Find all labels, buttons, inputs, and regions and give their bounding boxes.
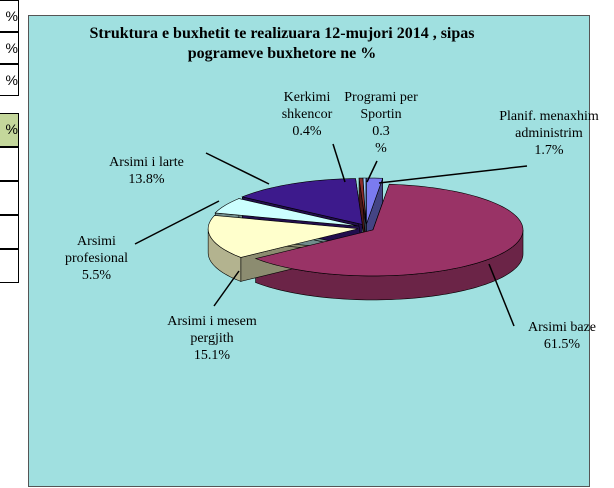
category-label: Kerkimi shkencor (281, 90, 333, 122)
slice (207, 215, 359, 258)
data-label: Arsimi baze 61.5% (507, 319, 614, 353)
value-label: 13.8% (128, 172, 165, 187)
data-label: Kerkimi shkencor 0.4% (267, 89, 347, 140)
pie (134, 143, 528, 327)
category-label: Arsimi profesional (65, 234, 128, 266)
leader-line (488, 263, 515, 327)
cell (0, 181, 19, 215)
leader-line (205, 152, 270, 185)
data-label: Planif. menaxhim administrim 1.7% (493, 108, 605, 159)
data-label: Arsimi i larte 13.8% (89, 154, 204, 188)
slice (241, 178, 363, 225)
slice (366, 177, 384, 225)
value-label: 0.4% (292, 124, 322, 139)
category-label: Programi per Sportin (344, 90, 418, 122)
slice (362, 177, 367, 225)
leader-line (378, 165, 528, 184)
slice (254, 183, 524, 277)
category-label: Planif. menaxhim administrim (499, 109, 599, 141)
leader-line (366, 160, 378, 183)
category-label: Arsimi baze (527, 320, 597, 335)
data-label: Programi per Sportin 0.3 % (341, 89, 421, 157)
leader-line (134, 200, 220, 245)
data-label: Arsimi profesional 5.5% (49, 233, 144, 284)
value-label: 1.7% (534, 143, 564, 158)
chart: Struktura e buxhetit te realizuara 12-mu… (28, 15, 599, 487)
cell: % (0, 32, 19, 64)
value-label: 0.3 % (372, 124, 390, 156)
cell (0, 215, 19, 249)
cell: % (0, 0, 19, 32)
value-label: 15.1% (193, 348, 231, 363)
leader-line (213, 270, 240, 307)
cell: % (0, 64, 19, 96)
cell: % (0, 113, 19, 147)
value-label: 61.5% (543, 337, 581, 352)
cell (0, 249, 19, 283)
slice (214, 198, 359, 227)
cell (0, 147, 19, 181)
category-label: Arsimi i mesem pergjith (167, 314, 257, 346)
data-label: Arsimi i mesem pergjith 15.1% (167, 313, 257, 364)
leader-line (332, 143, 346, 183)
category-label: Arsimi i larte (109, 155, 184, 170)
chart-title: Struktura e buxhetit te realizuara 12-mu… (89, 25, 475, 62)
value-label: 5.5% (81, 268, 112, 283)
